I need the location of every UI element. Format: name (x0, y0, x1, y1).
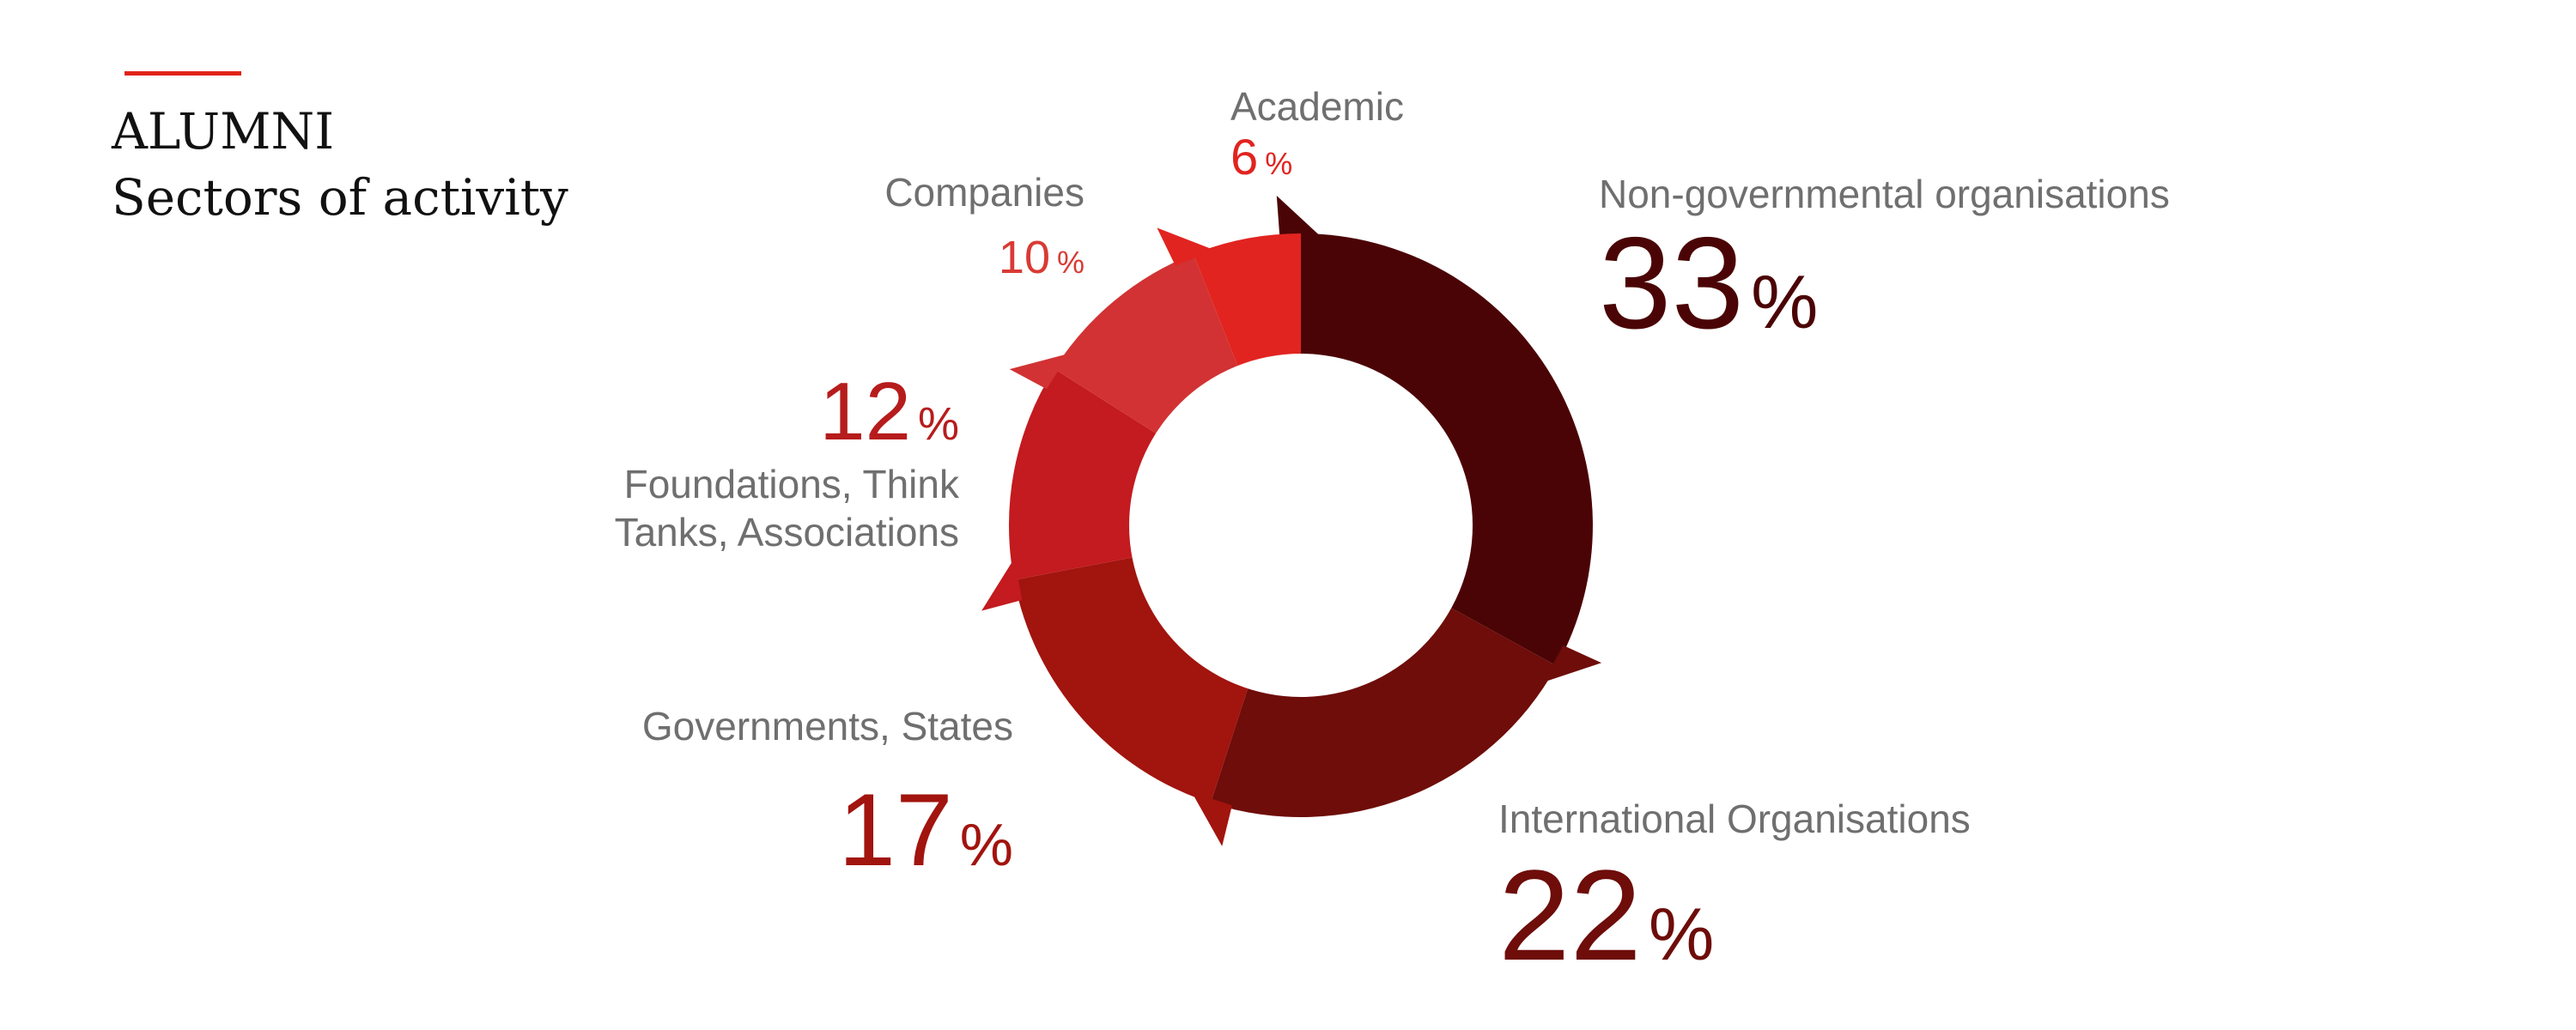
slice-value-companies: 10% (999, 232, 1084, 283)
slice-pointer-foundations-think-tanks-associations (981, 558, 1023, 611)
slice-pointer-academic (1157, 227, 1215, 266)
slice-value-academic: 6% (1230, 130, 1292, 185)
slice-label-foundations-think-tanks-associations: Foundations, Think (624, 462, 960, 506)
slice-value-foundations-think-tanks-associations: 12% (819, 366, 959, 457)
slice-label-foundations-think-tanks-associations: Tanks, Associations (615, 510, 959, 554)
donut-hole (1129, 354, 1473, 697)
slice-label-international-organisations: International Organisations (1498, 797, 1971, 841)
slice-label-governments-states: Governments, States (642, 704, 1013, 748)
slice-label-non-governmental-organisations: Non-governmental organisations (1599, 172, 2170, 216)
slice-value-non-governmental-organisations: 33% (1599, 210, 1818, 356)
title-accent-line (125, 71, 241, 76)
slice-value-international-organisations: 22% (1498, 843, 1714, 987)
chart-title-line1: ALUMNI (111, 102, 334, 161)
slice-label-academic: Academic (1230, 84, 1404, 129)
slice-value-governments-states: 17% (838, 772, 1013, 888)
chart-title-line2: Sectors of activity (112, 168, 568, 227)
slice-pointer-governments-states (1192, 792, 1232, 846)
slice-label-companies: Companies (884, 170, 1084, 215)
slice-pointer-companies (1009, 353, 1070, 390)
slice-pointer-non-governmental-organisations (1276, 196, 1322, 238)
slice-pointer-international-organisations (1542, 645, 1602, 682)
